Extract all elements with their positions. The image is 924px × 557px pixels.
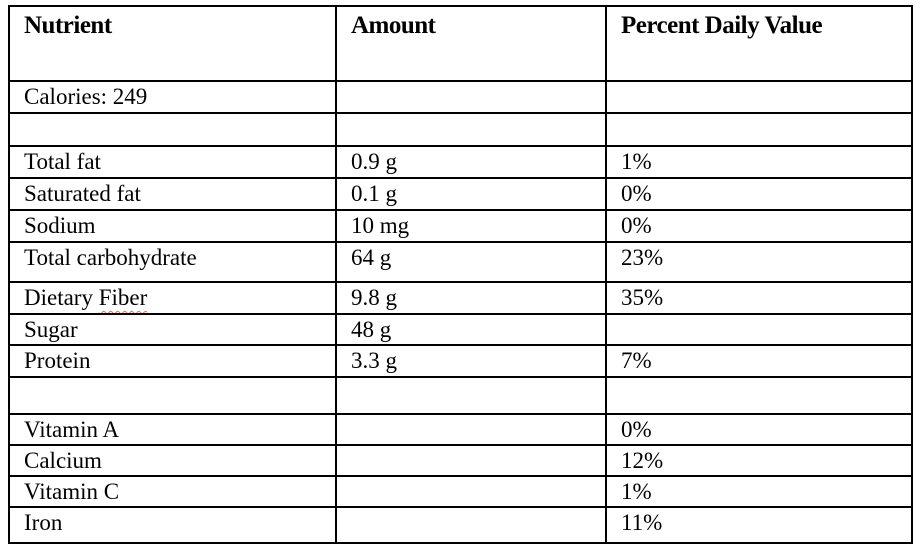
cell-percent: 35% [605, 281, 913, 315]
cell-nutrient: Sodium [8, 209, 337, 243]
header-nutrient: Nutrient [8, 5, 337, 82]
cell-percent: 11% [605, 506, 913, 544]
cell-percent [605, 313, 913, 346]
cell-amount [335, 112, 607, 147]
cell-percent: 23% [605, 241, 913, 283]
cell-nutrient: Total carbohydrate [8, 241, 337, 283]
table-row-calories: Calories: 249 [8, 80, 913, 114]
cell-percent: 0% [605, 209, 913, 243]
cell-amount: 10 mg [335, 209, 607, 243]
cell-nutrient: Vitamin C [8, 475, 337, 508]
cell-percent: 7% [605, 344, 913, 378]
cell-nutrient: Saturated fat [8, 177, 337, 211]
cell-percent: 1% [605, 475, 913, 508]
cell-amount: 0.1 g [335, 177, 607, 211]
cell-amount: 48 g [335, 313, 607, 346]
nutrition-table: Nutrient Amount Percent Daily Value Calo… [8, 5, 913, 544]
cell-amount: 64 g [335, 241, 607, 283]
cell-percent [605, 376, 913, 415]
dietary-fiber-misspelled-word: Fiber [98, 285, 148, 310]
cell-amount [335, 475, 607, 508]
cell-percent: 12% [605, 444, 913, 477]
table-row-vitamin-c: Vitamin C 1% [8, 475, 913, 508]
table-row-sodium: Sodium 10 mg 0% [8, 209, 913, 243]
cell-nutrient: Calcium [8, 444, 337, 477]
table-row-protein: Protein 3.3 g 7% [8, 344, 913, 378]
table-row-spacer [8, 112, 913, 147]
dietary-fiber-prefix: Dietary [24, 285, 93, 310]
table-header-row: Nutrient Amount Percent Daily Value [8, 5, 913, 82]
cell-amount: 0.9 g [335, 145, 607, 179]
cell-nutrient: Vitamin A [8, 413, 337, 446]
cell-percent [605, 80, 913, 114]
cell-percent: 0% [605, 413, 913, 446]
cell-amount [335, 376, 607, 415]
cell-nutrient: Sugar [8, 313, 337, 346]
cell-percent: 1% [605, 145, 913, 179]
header-percent-daily-value: Percent Daily Value [605, 5, 913, 82]
cell-nutrient [8, 376, 337, 415]
cell-amount [335, 506, 607, 544]
cell-amount: 3.3 g [335, 344, 607, 378]
cell-nutrient: Iron [8, 506, 337, 544]
table-row-calcium: Calcium 12% [8, 444, 913, 477]
header-amount: Amount [335, 5, 607, 82]
table-row-total-carbohydrate: Total carbohydrate 64 g 23% [8, 241, 913, 283]
cell-percent [605, 112, 913, 147]
cell-nutrient [8, 112, 337, 147]
cell-nutrient: Dietary Fiber [8, 281, 337, 315]
cell-amount: 9.8 g [335, 281, 607, 315]
table-row-saturated-fat: Saturated fat 0.1 g 0% [8, 177, 913, 211]
cell-amount [335, 444, 607, 477]
cell-nutrient: Calories: 249 [8, 80, 337, 114]
cell-percent: 0% [605, 177, 913, 211]
cell-amount [335, 80, 607, 114]
cell-amount [335, 413, 607, 446]
table-row-spacer [8, 376, 913, 415]
cell-nutrient: Protein [8, 344, 337, 378]
table-row-sugar: Sugar 48 g [8, 313, 913, 346]
table-row-iron: Iron 11% [8, 506, 913, 544]
table-row-total-fat: Total fat 0.9 g 1% [8, 145, 913, 179]
table-row-vitamin-a: Vitamin A 0% [8, 413, 913, 446]
cell-nutrient: Total fat [8, 145, 337, 179]
table-row-dietary-fiber: Dietary Fiber 9.8 g 35% [8, 281, 913, 315]
